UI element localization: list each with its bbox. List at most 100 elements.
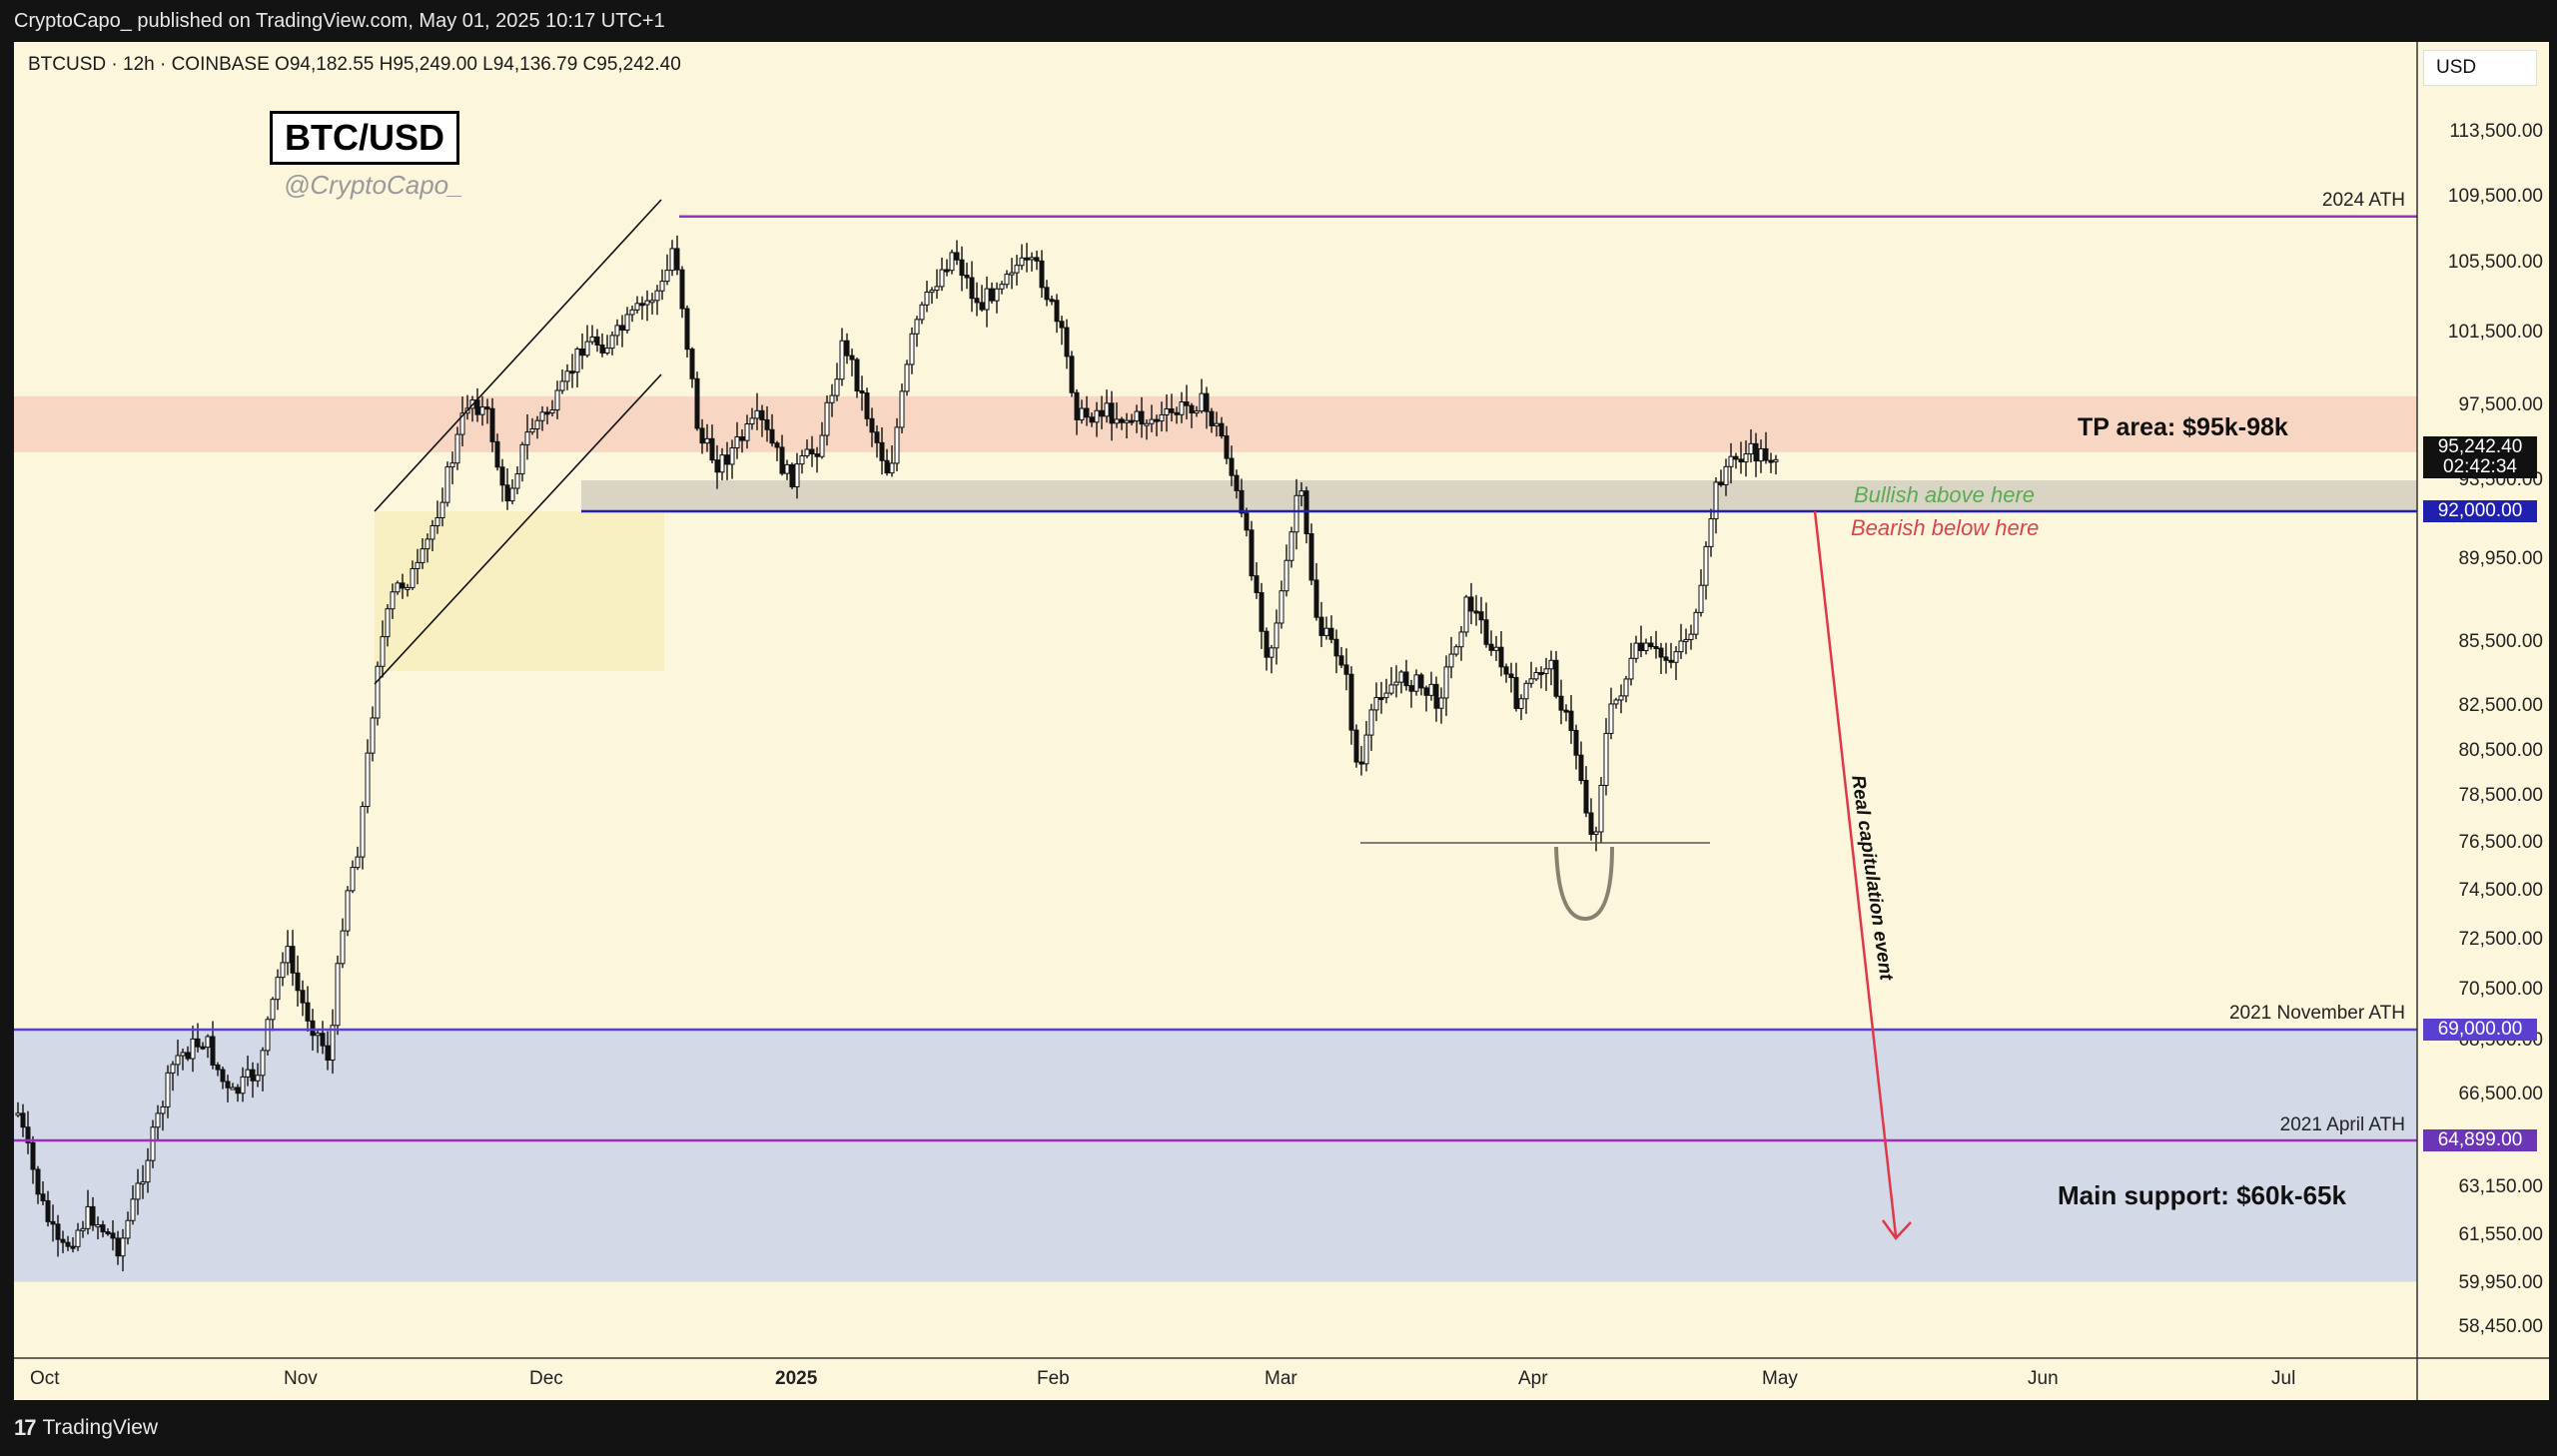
candle-body <box>380 636 386 667</box>
candle-body <box>1199 392 1205 412</box>
candle-body <box>1219 422 1225 437</box>
candle-body <box>190 1038 196 1060</box>
candle-body <box>1209 410 1215 426</box>
candle-body <box>1488 643 1494 651</box>
candle-body <box>1583 780 1589 814</box>
candle-body <box>1643 642 1649 652</box>
candle-body <box>1473 610 1479 614</box>
candle-body <box>624 314 630 332</box>
candle-body <box>774 442 780 448</box>
candle-body <box>335 963 341 1027</box>
candle-body <box>454 433 460 464</box>
candle-body <box>1343 664 1349 675</box>
candle-body <box>1134 410 1140 422</box>
candle-body <box>1653 646 1659 650</box>
candle-body <box>1229 457 1235 476</box>
candle-body <box>1069 356 1075 393</box>
candle-body <box>295 972 301 992</box>
price-tick-label: 63,150.00 <box>2458 1176 2543 1197</box>
candle-body <box>1418 674 1424 689</box>
candle-body <box>1463 596 1469 633</box>
price-tick-label: 66,500.00 <box>2458 1084 2543 1104</box>
candle-body <box>65 1241 71 1247</box>
tradingview-logo-icon[interactable]: 17 <box>14 1415 37 1440</box>
candle-body <box>1718 481 1724 486</box>
candle-body <box>25 1126 31 1143</box>
bottom-cup <box>1554 846 1614 922</box>
candle-body <box>1648 642 1654 648</box>
candle-body <box>370 717 376 754</box>
candle-body <box>345 890 351 932</box>
candle-body <box>1453 646 1459 655</box>
capitulation-arrow-head <box>1881 1219 1912 1240</box>
candle-body <box>1608 703 1614 734</box>
candle-body <box>1688 633 1694 640</box>
time-tick-label: Feb <box>1037 1368 1070 1389</box>
candle-body <box>325 1045 331 1062</box>
price-tick-label: 97,500.00 <box>2458 394 2543 415</box>
candle-body <box>479 406 485 415</box>
candle-body <box>594 336 600 346</box>
symbol-legend: BTCUSD · 12h · COINBASE O94,182.55 H95,2… <box>28 54 681 75</box>
candle-body <box>125 1219 131 1239</box>
candle-body <box>1159 413 1165 421</box>
candle-body <box>914 319 920 335</box>
bullish-label: Bullish above here <box>1854 482 2036 507</box>
candle-body <box>884 459 890 474</box>
candle-body <box>1179 401 1185 415</box>
channel-upper-line <box>374 199 662 512</box>
footer-brand[interactable]: TradingView <box>42 1416 159 1439</box>
candle-body <box>634 303 640 311</box>
candle-body <box>919 304 925 321</box>
price-tick-label: 101,500.00 <box>2447 322 2543 343</box>
price-tick-label: 109,500.00 <box>2447 186 2543 207</box>
support-zone <box>14 1137 2417 1282</box>
candle-body <box>784 463 790 474</box>
candle-body <box>569 370 575 374</box>
candle-body <box>1204 392 1210 412</box>
candle-body <box>355 856 361 869</box>
price-tick-label: 80,500.00 <box>2458 740 2543 761</box>
candle-body <box>1004 274 1010 286</box>
publish-header: CryptoCapo_ published on TradingView.com… <box>0 0 2557 42</box>
candle-body <box>549 409 555 414</box>
candle-body <box>140 1181 146 1185</box>
candle-body <box>35 1168 41 1195</box>
candle-body <box>614 325 620 337</box>
candle-body <box>100 1224 106 1233</box>
candle-body <box>1274 622 1279 649</box>
pivot-price-tag: 92,000.00 <box>2423 500 2537 522</box>
candle-body <box>1703 545 1709 586</box>
candle-body <box>564 370 570 382</box>
candle-body <box>1308 532 1314 581</box>
candle-body <box>1129 419 1135 423</box>
candle-body <box>829 394 835 403</box>
candle-body <box>1508 673 1514 679</box>
candle-body <box>310 1020 316 1037</box>
candle-body <box>1538 672 1544 676</box>
candle-body <box>1413 674 1419 692</box>
candle-body <box>1313 579 1319 618</box>
price-tick-label: 76,500.00 <box>2458 832 2543 853</box>
candle-body <box>799 454 805 465</box>
candle-body <box>205 1036 211 1049</box>
candle-body <box>410 568 416 588</box>
candle-body <box>1189 404 1195 413</box>
price-tick-label: 113,500.00 <box>2449 121 2543 142</box>
candle-body <box>864 392 870 419</box>
candle-body <box>689 349 695 379</box>
candle-body <box>844 340 850 357</box>
candle-body <box>265 1019 271 1052</box>
candle-body <box>1388 684 1394 694</box>
currency-button[interactable]: USD <box>2423 50 2537 86</box>
candle-body <box>90 1205 96 1226</box>
candle-body <box>165 1072 171 1107</box>
candle-body <box>55 1223 61 1240</box>
candle-body <box>1448 653 1454 668</box>
candle-body <box>1298 490 1304 496</box>
candle-body <box>1493 646 1499 651</box>
candle-body <box>1283 559 1289 592</box>
candle-body <box>734 435 740 448</box>
candle-body <box>739 435 745 441</box>
